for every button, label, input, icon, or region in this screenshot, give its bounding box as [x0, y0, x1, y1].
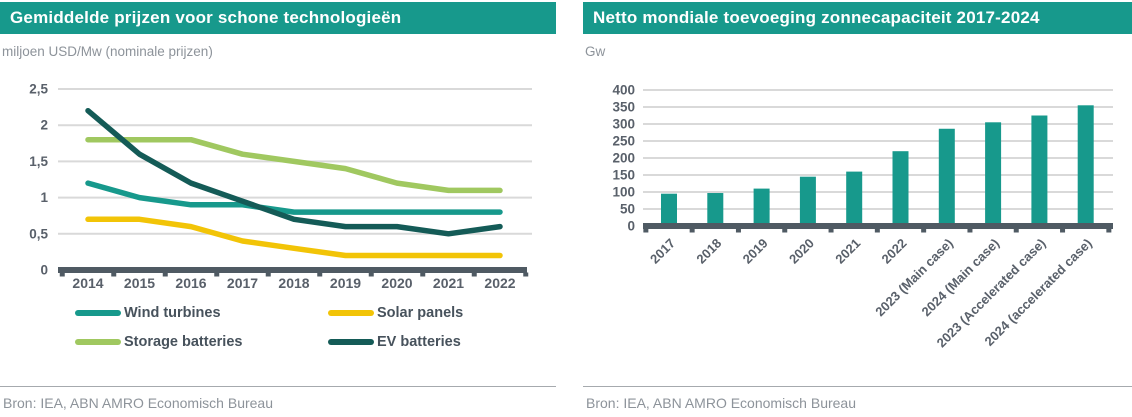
series-line-ev-batteries: [85, 107, 503, 237]
x-axis-tick: [523, 272, 529, 277]
series-line-wind-turbines: [85, 180, 503, 215]
x-tick-label: 2021: [433, 275, 464, 291]
legend-item-ev-batteries: EV batteries: [328, 334, 556, 350]
bar-2017: [661, 193, 677, 226]
legend-swatch-storage-batteries: [75, 339, 121, 345]
x-axis-tick: [1106, 228, 1112, 233]
bar-2024-main-case: [985, 122, 1002, 226]
x-axis-tick: [368, 272, 374, 277]
x-axis-tick: [828, 228, 834, 233]
x-axis-tick: [643, 228, 649, 233]
x-tick-label-2023-main-case: 2023 (Main case): [872, 236, 956, 320]
bar-2022: [892, 151, 909, 226]
y-tick-label: 2: [40, 118, 48, 133]
y-tick-label: 300: [612, 117, 635, 132]
bar-2020: [799, 176, 816, 226]
bar-2019: [753, 188, 770, 226]
x-axis-tick: [471, 272, 477, 277]
bar-2024-accelerated-case: [1077, 105, 1094, 226]
legend-item-storage-batteries: Storage batteries: [75, 334, 328, 350]
x-tick-label-2019: 2019: [740, 236, 771, 267]
legend-swatch-wind-turbines: [75, 310, 121, 316]
right-chart-title: Netto mondiale toevoeging zonnecapacitei…: [593, 8, 1040, 27]
x-tick-label-2017: 2017: [647, 236, 678, 267]
chart-legend: Wind turbines Solar panels Storage batte…: [75, 305, 556, 350]
right-title-bar: Netto mondiale toevoeging zonnecapacitei…: [583, 2, 1132, 34]
x-tick-label-2018: 2018: [693, 236, 724, 267]
x-axis-tick: [782, 228, 788, 233]
y-tick-label: 200: [612, 151, 635, 166]
legend-label: Wind turbines: [124, 305, 221, 321]
x-axis-tick: [735, 228, 741, 233]
x-tick-label: 2018: [278, 275, 309, 291]
y-tick-label: 150: [612, 168, 635, 183]
x-axis-tick: [59, 272, 65, 277]
left-source-note: Bron: IEA, ABN AMRO Economisch Bureau: [0, 386, 556, 417]
solar-capacity-panel: Netto mondiale toevoeging zonnecapacitei…: [583, 0, 1132, 417]
clean-tech-prices-panel: Gemiddelde prijzen voor schone technolog…: [0, 0, 556, 417]
x-axis-tick: [874, 228, 880, 233]
bar-2021: [846, 171, 863, 226]
x-tick-label-2022: 2022: [879, 236, 910, 267]
legend-label: EV batteries: [377, 334, 461, 350]
x-axis-tick: [420, 272, 426, 277]
series-line-solar-panels: [85, 216, 503, 259]
bar-chart: 400 350 300 250 200 150 100 50 0 2017 2018 2019 2020…: [612, 83, 1113, 350]
right-source-note: Bron: IEA, ABN AMRO Economisch Bureau: [583, 386, 1132, 417]
left-title-bar: Gemiddelde prijzen voor schone technolog…: [0, 2, 556, 34]
bar-2023-main-case: [938, 128, 955, 226]
y-tick-label: 1: [40, 190, 48, 205]
y-tick-label: 0,5: [29, 226, 48, 241]
y-tick-label: 1,5: [29, 154, 48, 169]
legend-swatch-solar-panels: [328, 310, 374, 316]
y-tick-label: 400: [612, 83, 635, 98]
y-tick-label: 0: [627, 219, 635, 234]
bar-2018: [707, 193, 724, 226]
legend-item-wind-turbines: Wind turbines: [75, 305, 328, 321]
right-axis-unit-label: Gw: [585, 44, 606, 59]
left-axis-unit-label: miljoen USD/Mw (nominale prijzen): [2, 44, 213, 59]
series-line-storage-batteries: [85, 136, 503, 194]
x-tick-label: 2020: [381, 275, 412, 291]
x-tick-label-2021: 2021: [832, 236, 863, 267]
x-axis-tick: [921, 228, 927, 233]
x-axis-tick: [111, 272, 117, 277]
x-axis-tick: [1013, 228, 1019, 233]
x-axis-tick: [214, 272, 220, 277]
x-tick-label: 2016: [175, 275, 206, 291]
bar-2023-accelerated-case: [1031, 115, 1048, 226]
x-tick-label: 2019: [330, 275, 361, 291]
x-tick-label: 2015: [124, 275, 155, 291]
y-tick-label: 250: [612, 134, 635, 149]
x-tick-label: 2022: [484, 275, 515, 291]
left-chart-title: Gemiddelde prijzen voor schone technolog…: [10, 8, 402, 27]
x-tick-label: 2014: [72, 275, 103, 291]
x-axis-tick: [317, 272, 323, 277]
legend-item-solar-panels: Solar panels: [328, 305, 556, 321]
x-tick-label-2024-main-case: 2024 (Main case): [919, 236, 1003, 320]
x-axis-tick: [1060, 228, 1066, 233]
y-tick-label: 2,5: [29, 82, 48, 97]
x-axis-tick: [162, 272, 168, 277]
x-axis-tick: [967, 228, 973, 233]
legend-label: Storage batteries: [124, 334, 243, 350]
x-axis-line: [58, 267, 527, 273]
legend-label: Solar panels: [377, 305, 464, 321]
y-tick-label: 50: [620, 202, 635, 217]
y-tick-label: 350: [612, 100, 635, 115]
y-tick-label: 0: [40, 263, 48, 278]
line-chart: 2,5 2 1,5 1 0,5 0 2014 2015 2016 2017 2018 2019 2020…: [29, 82, 532, 291]
legend-swatch-ev-batteries: [328, 339, 374, 345]
x-tick-label-2020: 2020: [786, 236, 817, 267]
x-tick-label: 2017: [227, 275, 258, 291]
x-axis-line: [643, 223, 1113, 229]
x-axis-tick: [689, 228, 695, 233]
x-axis-tick: [265, 272, 271, 277]
y-tick-label: 100: [612, 185, 635, 200]
